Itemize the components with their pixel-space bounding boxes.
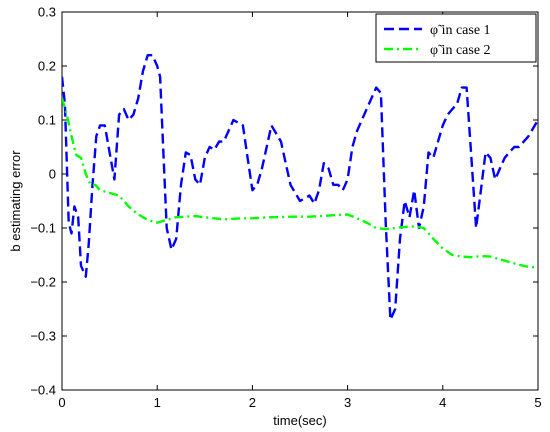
y-tick-label: 0.3 <box>38 5 56 20</box>
y-axis-label: b estimating error <box>8 150 23 252</box>
legend-label-case-1: φ̃ in case 1 <box>430 23 491 38</box>
y-tick-label: −0.2 <box>30 275 56 290</box>
y-tick-label: 0.2 <box>38 59 56 74</box>
x-tick-label: 1 <box>154 395 161 410</box>
series-line-case-1 <box>62 54 538 321</box>
legend-label-case-2: φ̃ in case 2 <box>430 43 491 58</box>
y-tick-label: −0.4 <box>30 383 56 398</box>
legend-box <box>375 13 537 63</box>
x-tick-label: 2 <box>249 395 256 410</box>
x-tick-label: 4 <box>439 395 446 410</box>
x-tick-label: 0 <box>58 395 65 410</box>
axis-ticks: 0 1 2 3 4 5 −0.4 −0.3 −0.2 −0.1 0 0.1 0.2 0.3 <box>30 5 541 411</box>
series-lines <box>62 54 538 321</box>
y-tick-label: 0.1 <box>38 113 56 128</box>
x-tick-label: 5 <box>534 395 541 410</box>
x-axis-label: time(sec) <box>273 413 326 428</box>
y-tick-label: 0 <box>49 167 56 182</box>
legend: φ̃ in case 1 φ̃ in case 2 <box>375 13 537 63</box>
x-tick-label: 3 <box>344 395 351 410</box>
y-tick-label: −0.1 <box>30 221 56 236</box>
y-tick-label: −0.3 <box>30 329 56 344</box>
